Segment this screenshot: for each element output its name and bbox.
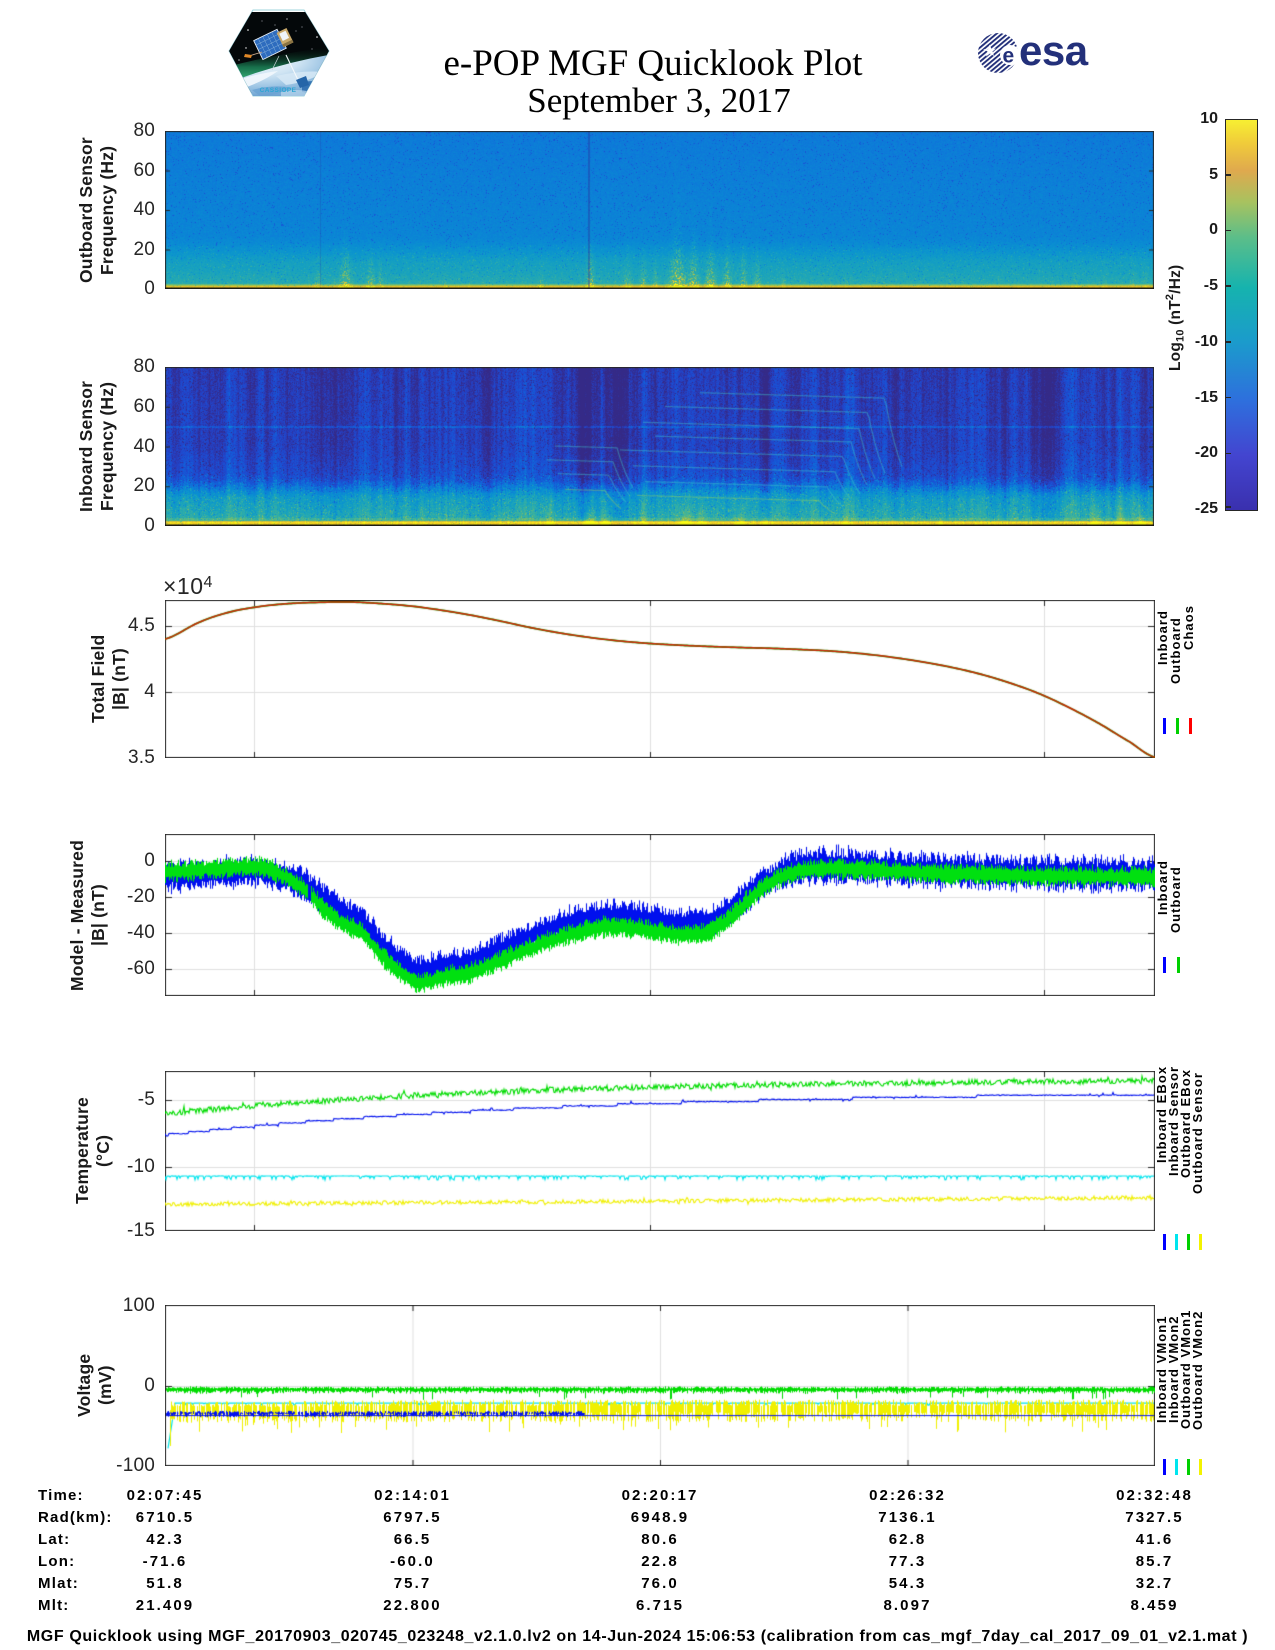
svg-text:e: e <box>1003 45 1015 68</box>
svg-text:esa: esa <box>1019 27 1089 74</box>
svg-text:CASSIOPE: CASSIOPE <box>260 87 297 94</box>
